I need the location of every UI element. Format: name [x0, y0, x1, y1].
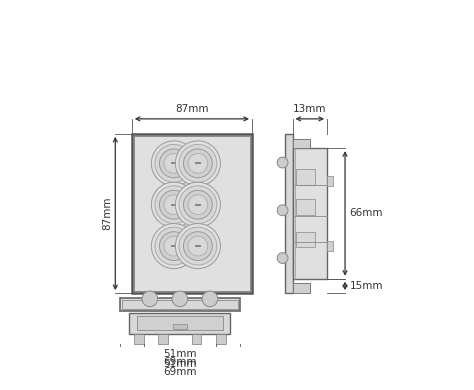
Text: 51mm: 51mm [163, 349, 197, 359]
Circle shape [175, 141, 220, 186]
Circle shape [183, 190, 212, 219]
Text: 66mm: 66mm [349, 209, 383, 218]
Circle shape [179, 227, 217, 265]
Bar [122, 300, 237, 308]
Bar [296, 199, 315, 215]
Circle shape [175, 223, 220, 269]
Circle shape [142, 291, 158, 307]
Bar [194, 245, 201, 247]
Bar [292, 284, 310, 293]
Bar [132, 134, 252, 293]
Circle shape [159, 149, 188, 178]
Circle shape [155, 227, 193, 265]
Circle shape [188, 195, 208, 215]
Circle shape [159, 190, 188, 219]
Bar [216, 334, 226, 344]
Circle shape [183, 232, 212, 261]
Text: 87mm: 87mm [175, 105, 209, 114]
Bar [137, 316, 223, 330]
Bar [171, 245, 177, 247]
Circle shape [277, 205, 288, 216]
Text: 87mm: 87mm [102, 197, 112, 230]
Bar [296, 169, 315, 185]
Bar [134, 334, 144, 344]
Circle shape [202, 291, 218, 307]
Text: 69mm: 69mm [163, 356, 197, 367]
Bar [327, 241, 333, 251]
Circle shape [175, 182, 220, 227]
Circle shape [188, 153, 208, 173]
Bar [120, 298, 240, 310]
Bar [296, 232, 315, 247]
Text: 15mm: 15mm [349, 281, 383, 291]
Circle shape [164, 153, 184, 173]
Text: 69mm: 69mm [163, 367, 197, 377]
Circle shape [151, 182, 196, 227]
Circle shape [188, 236, 208, 256]
Circle shape [155, 186, 193, 223]
Circle shape [179, 144, 217, 182]
Circle shape [151, 141, 196, 186]
Bar [173, 324, 187, 329]
Text: 51mm: 51mm [163, 359, 197, 369]
Bar [134, 136, 249, 291]
Bar [285, 134, 292, 293]
Circle shape [159, 232, 188, 261]
Circle shape [183, 149, 212, 178]
Bar [194, 162, 201, 164]
Bar [171, 204, 177, 206]
Bar [292, 148, 327, 279]
Circle shape [151, 223, 196, 269]
Circle shape [179, 186, 217, 223]
Bar [194, 204, 201, 206]
Bar [292, 139, 310, 148]
Circle shape [155, 144, 193, 182]
Bar [129, 313, 230, 334]
Bar [158, 334, 168, 344]
Circle shape [277, 157, 288, 168]
Circle shape [172, 291, 188, 307]
Circle shape [164, 236, 184, 256]
Text: 13mm: 13mm [293, 105, 327, 114]
Bar [171, 162, 177, 164]
Circle shape [277, 253, 288, 263]
Bar [327, 176, 333, 186]
Bar [192, 334, 201, 344]
Circle shape [164, 195, 184, 215]
